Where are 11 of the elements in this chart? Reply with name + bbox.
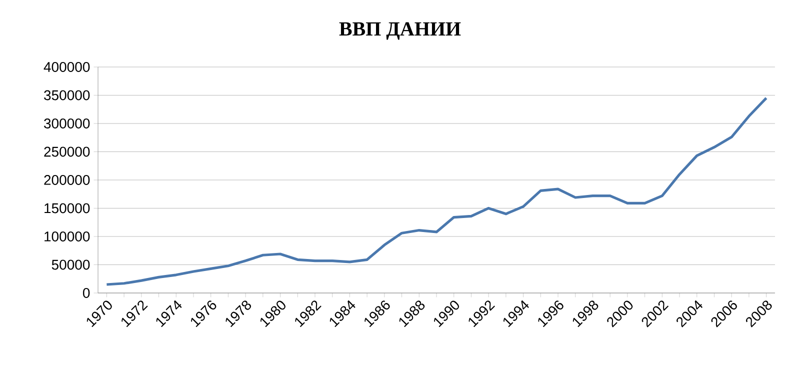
- y-tick-label: 250000: [44, 146, 90, 157]
- line-series: [105, 96, 768, 286]
- y-tick-label: 300000: [44, 118, 90, 128]
- y-tick-label: 50000: [52, 260, 90, 270]
- y-tick-label: 350000: [44, 90, 90, 100]
- y-tick-label: 400000: [44, 62, 90, 72]
- y-tick-label: 100000: [44, 232, 90, 242]
- y-tick-label: 200000: [44, 175, 90, 185]
- y-tick-label: 0: [82, 288, 90, 298]
- y-tick-label: 150000: [44, 203, 90, 214]
- chart-title: ВВП ДАНИИ: [339, 22, 461, 40]
